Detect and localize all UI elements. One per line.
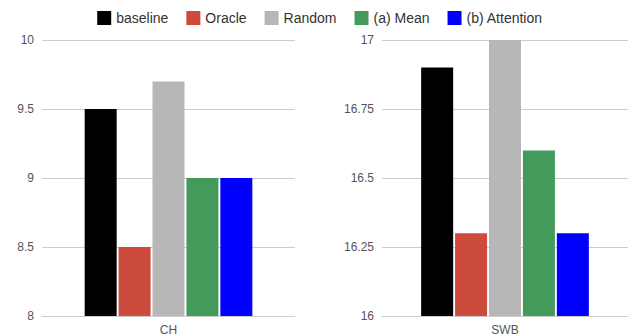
svg-text:16: 16	[361, 309, 375, 323]
svg-text:16.75: 16.75	[344, 102, 374, 116]
svg-text:baseline: baseline	[116, 10, 168, 26]
svg-text:9.5: 9.5	[17, 102, 34, 116]
svg-text:10: 10	[21, 33, 35, 47]
svg-text:SWB: SWB	[491, 323, 518, 336]
svg-text:16.5: 16.5	[351, 171, 375, 185]
svg-text:9: 9	[27, 171, 34, 185]
svg-text:Random: Random	[284, 10, 337, 26]
svg-text:Oracle: Oracle	[205, 10, 246, 26]
svg-text:8.5: 8.5	[17, 240, 34, 254]
svg-text:(a) Mean: (a) Mean	[374, 10, 430, 26]
svg-text:8: 8	[27, 309, 34, 323]
svg-text:17: 17	[361, 33, 375, 47]
svg-text:16.25: 16.25	[344, 240, 374, 254]
svg-text:(b) Attention: (b) Attention	[467, 10, 542, 26]
svg-text:CH: CH	[160, 323, 177, 336]
